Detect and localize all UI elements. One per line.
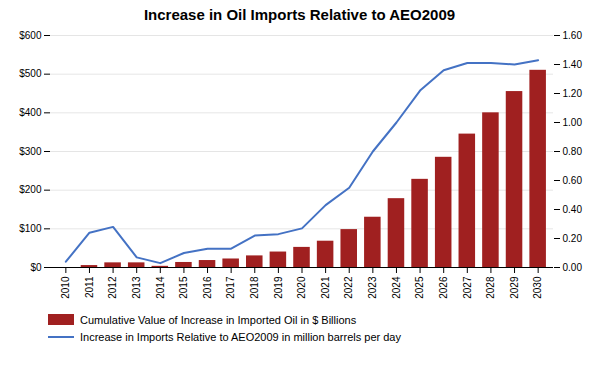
html-text:Increase in Oil Imports Relati: Increase in Oil Imports Relative to AEO2… xyxy=(143,6,456,23)
html-text:Increase in Imports Relative t: Increase in Imports Relative to AEO2009 … xyxy=(80,330,401,343)
svg-text:2027: 2027 xyxy=(462,276,473,299)
svg-text:2020: 2020 xyxy=(296,276,307,299)
svg-text:2028: 2028 xyxy=(485,276,496,299)
svg-text:1.20: 1.20 xyxy=(563,88,583,99)
svg-text:$600: $600 xyxy=(19,30,42,41)
svg-text:0.80: 0.80 xyxy=(563,146,583,157)
svg-text:0.20: 0.20 xyxy=(563,233,583,244)
svg-text:2021: 2021 xyxy=(320,276,331,299)
svg-text:2017: 2017 xyxy=(225,276,236,299)
svg-text:1.40: 1.40 xyxy=(563,59,583,70)
svg-text:1.60: 1.60 xyxy=(563,30,583,41)
svg-text:2030: 2030 xyxy=(532,276,543,299)
svg-text:2012: 2012 xyxy=(107,276,118,299)
html-text:Cumulative Value of Increase i: Cumulative Value of Increase in Imported… xyxy=(80,313,357,326)
svg-text:2010: 2010 xyxy=(60,276,71,299)
svg-text:2023: 2023 xyxy=(367,276,378,299)
svg-text:$0: $0 xyxy=(30,262,42,273)
svg-text:2014: 2014 xyxy=(155,276,166,299)
svg-text:$100: $100 xyxy=(19,223,42,234)
svg-text:2016: 2016 xyxy=(202,276,213,299)
svg-text:2022: 2022 xyxy=(343,276,354,299)
svg-text:2013: 2013 xyxy=(131,276,142,299)
svg-text:$400: $400 xyxy=(19,107,42,118)
svg-text:0.00: 0.00 xyxy=(563,262,583,273)
svg-text:2015: 2015 xyxy=(178,276,189,299)
svg-text:0.40: 0.40 xyxy=(563,204,583,215)
svg-text:2019: 2019 xyxy=(273,276,284,299)
svg-text:2024: 2024 xyxy=(391,276,402,299)
svg-text:2025: 2025 xyxy=(414,276,425,299)
svg-text:2018: 2018 xyxy=(249,276,260,299)
svg-text:0.60: 0.60 xyxy=(563,175,583,186)
svg-text:$300: $300 xyxy=(19,146,42,157)
svg-text:$500: $500 xyxy=(19,68,42,79)
svg-text:1.00: 1.00 xyxy=(563,117,583,128)
svg-text:2026: 2026 xyxy=(438,276,449,299)
svg-text:2011: 2011 xyxy=(84,276,95,298)
svg-text:2029: 2029 xyxy=(509,276,520,299)
svg-text:$200: $200 xyxy=(19,184,42,195)
